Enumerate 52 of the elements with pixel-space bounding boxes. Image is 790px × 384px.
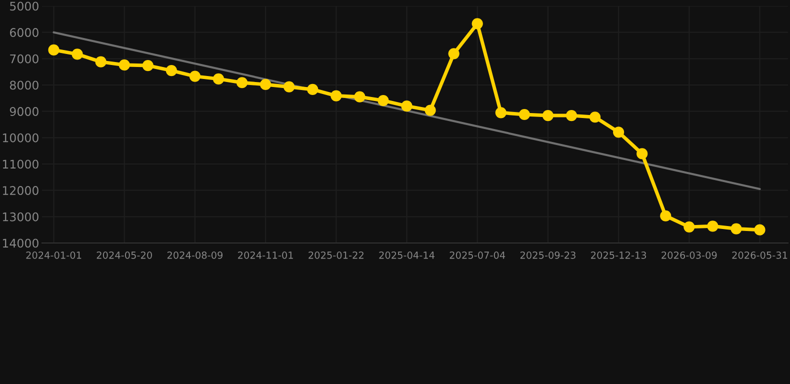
point (636, 148, 648, 160)
x-tick-label: 2024-01-01 (26, 252, 82, 259)
point (448, 48, 460, 60)
point (472, 18, 483, 30)
y-tick-label: 5000 (10, 2, 38, 11)
point (166, 64, 177, 76)
point (118, 59, 130, 71)
point (284, 81, 295, 92)
point (684, 221, 695, 232)
point (378, 94, 389, 106)
y-tick-label: 10000 (2, 133, 38, 142)
y-tick-label: 12000 (2, 186, 38, 195)
x-tick-label: 2026-05-31 (732, 252, 788, 259)
point (189, 70, 201, 82)
point (566, 110, 578, 122)
x-tick-label: 2024-05-20 (96, 252, 152, 259)
point (330, 90, 342, 102)
y-tick-label: 6000 (10, 28, 38, 37)
y-tick-label: 8000 (10, 80, 38, 90)
point (260, 78, 272, 90)
point (95, 56, 106, 68)
x-tick-label: 2025-01-22 (308, 252, 364, 259)
point (518, 108, 530, 120)
point (613, 126, 624, 138)
point (142, 60, 154, 72)
point (48, 44, 60, 56)
point (424, 104, 436, 116)
point (212, 73, 224, 84)
x-tick-label: 2025-12-13 (591, 252, 646, 259)
x-tick-label: 2025-04-14 (379, 252, 434, 259)
x-tick-label: 2024-11-01 (238, 252, 293, 259)
x-tick-label: 2025-07-04 (450, 252, 506, 259)
x-tick-label: 2024-08-09 (167, 252, 223, 259)
y-tick-label: 7000 (10, 54, 38, 64)
point (401, 100, 412, 112)
point (72, 48, 83, 60)
y-tick-label: 14000 (2, 238, 38, 248)
x-tick-label: 2025-09-23 (520, 252, 576, 259)
y-tick-label: 9000 (10, 107, 38, 116)
point (730, 223, 742, 234)
point (236, 77, 248, 88)
point (754, 224, 766, 236)
point (307, 84, 318, 96)
point (589, 112, 601, 123)
x-tick-label: 2026-03-09 (662, 252, 717, 259)
point (660, 210, 672, 222)
y-tick-label: 11000 (2, 160, 38, 169)
point (542, 110, 554, 122)
point (495, 107, 506, 118)
point (707, 220, 718, 232)
point (354, 91, 366, 102)
y-tick-label: 13000 (2, 212, 38, 222)
